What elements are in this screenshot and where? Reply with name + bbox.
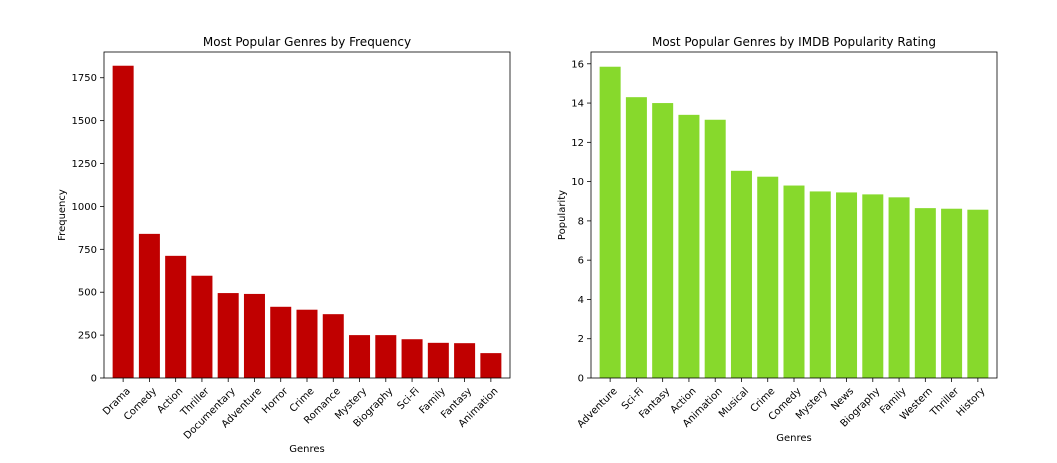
bar-sci-fi (625, 97, 647, 379)
x-axis-label: Genres (776, 433, 812, 444)
bar-news (836, 192, 858, 378)
bar-family (427, 342, 449, 378)
frequency-chart: Most Popular Genres by FrequencyDramaCom… (57, 35, 511, 455)
chart-title: Most Popular Genres by Frequency (203, 35, 411, 49)
y-tick-label: 1500 (72, 116, 97, 127)
y-tick-label: 14 (571, 99, 584, 110)
bar-biography (375, 335, 397, 378)
bar-thriller (191, 275, 213, 378)
bar-fantasy (454, 343, 476, 378)
bar-drama (112, 65, 134, 378)
bar-action (678, 114, 700, 378)
bar-family (888, 197, 910, 378)
y-tick-label: 750 (78, 245, 97, 256)
y-tick-label: 2 (578, 334, 584, 345)
x-tick-label: Adventure (575, 386, 619, 430)
x-tick-label: Horror (260, 385, 291, 416)
y-tick-label: 6 (578, 256, 584, 267)
bar-comedy (138, 233, 160, 378)
x-axis-label: Genres (289, 444, 325, 455)
y-tick-label: 1000 (72, 202, 97, 213)
y-tick-label: 4 (578, 295, 584, 306)
bar-adventure (243, 293, 265, 378)
bar-comedy (783, 185, 805, 378)
bar-western (914, 208, 936, 378)
y-tick-label: 500 (78, 288, 97, 299)
plot-frame (103, 51, 511, 379)
bar-sci-fi (401, 339, 423, 378)
bar-mystery (349, 335, 371, 378)
y-tick-label: 1750 (72, 73, 97, 84)
bar-documentary (217, 293, 239, 378)
bar-adventure (599, 66, 621, 378)
y-tick-label: 0 (578, 374, 584, 385)
y-tick-label: 250 (78, 331, 97, 342)
y-tick-label: 8 (578, 216, 584, 227)
y-tick-label: 0 (91, 374, 97, 385)
bar-fantasy (652, 103, 674, 378)
bar-history (967, 209, 989, 378)
bar-animation (480, 353, 502, 378)
y-tick-label: 10 (571, 177, 584, 188)
bar-action (165, 255, 187, 378)
bar-musical (730, 170, 752, 378)
bar-thriller (941, 208, 963, 378)
y-axis-label: Popularity (557, 190, 568, 240)
y-tick-label: 1250 (72, 159, 97, 170)
bar-biography (862, 194, 884, 378)
y-tick-label: 16 (571, 59, 584, 70)
chart-title: Most Popular Genres by IMDB Popularity R… (652, 35, 936, 49)
y-tick-label: 12 (571, 138, 584, 149)
plot-frame (590, 51, 998, 379)
bar-animation (704, 119, 726, 378)
bar-horror (270, 306, 292, 378)
bar-crime (296, 309, 318, 378)
y-axis-label: Frequency (57, 189, 68, 241)
bar-mystery (809, 191, 831, 378)
popularity-chart: Most Popular Genres by IMDB Popularity R… (557, 35, 998, 444)
bar-crime (757, 176, 779, 378)
bar-romance (322, 314, 344, 378)
x-tick-label: History (955, 386, 988, 419)
